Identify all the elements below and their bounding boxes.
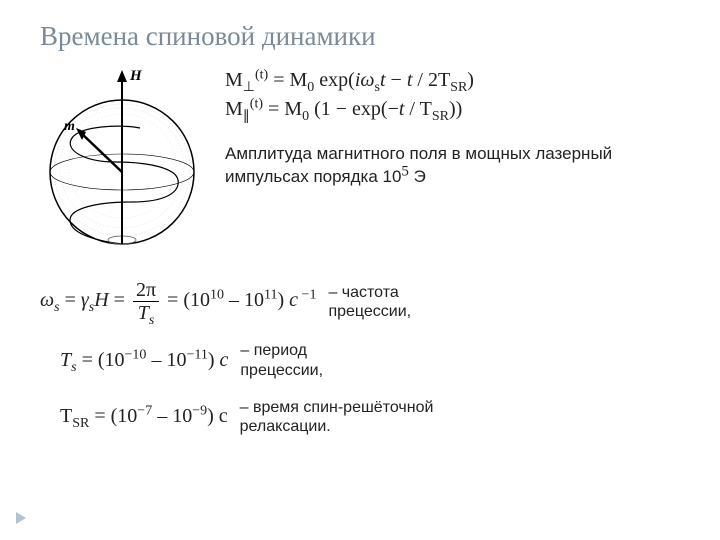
formula-tsr: TSR = (10−7 – 10−9) c (60, 405, 228, 428)
amp-line2b: Э (409, 167, 426, 186)
formula-omega: ωs = γsH = 2π Ts = (1010 – 1011) c −1 (40, 280, 316, 323)
rw-inv: −1 (302, 288, 317, 303)
eq1-m0sub: 0 (307, 80, 314, 95)
rw-mid: – 10 (224, 289, 264, 311)
amp-sup: 5 (401, 164, 409, 180)
upper-row: H m M⊥(t) = M0 exp(iωst − t / 2TSR) M∥(t… (40, 62, 690, 262)
Ts2-sub: s (71, 360, 76, 375)
eq2-sub: ∥ (243, 109, 250, 124)
rw-end: ) (277, 289, 289, 311)
row-ts: Ts = (10−10 – 10−11) c – период прецесси… (60, 341, 690, 379)
rts-start: (10 (98, 349, 125, 371)
row-tsr: TSR = (10−7 – 10−9) c – время спин-решёт… (60, 398, 690, 436)
omega-d1: – частота (328, 284, 398, 301)
eq1-m0: M (290, 69, 308, 91)
rw-c: c (289, 289, 298, 311)
slide-root: Времена спиновой динамики H (0, 0, 720, 540)
amplitude-text: Амплитуда магнитного поля в мощных лазер… (225, 143, 690, 189)
rw-a: 10 (210, 288, 224, 303)
equation-m-parallel: M∥(t) = M0 (1 − exp(−t / TSR)) (225, 98, 690, 121)
rtsr-a: −7 (137, 404, 152, 419)
amp-line2a: импульсах порядка 10 (225, 167, 401, 186)
Ts-sym: T (138, 302, 149, 324)
rtsr-mid: – 10 (152, 405, 192, 427)
rts-a: −10 (125, 347, 147, 362)
rts-b: −11 (186, 347, 207, 362)
rts-c: c (220, 349, 229, 371)
tsr-d1: – время спин-решёточной (240, 399, 434, 416)
rts-end: ) (208, 349, 220, 371)
equations-block: M⊥(t) = M0 exp(iωst − t / 2TSR) M∥(t) = … (225, 62, 690, 189)
TSR-sym: T (60, 405, 72, 427)
ts-d1: – период (240, 342, 307, 359)
ts-d2: прецессии, (240, 362, 323, 379)
eq2-m0: M (284, 98, 302, 120)
row-omega: ωs = γsH = 2π Ts = (1010 – 1011) c −1 – … (40, 280, 690, 323)
lower-block: ωs = γsH = 2π Ts = (1010 – 1011) c −1 – … (40, 280, 690, 436)
slide-title: Времена спиновой динамики (40, 20, 690, 52)
omega-sym: ω (40, 289, 54, 311)
formula-ts: Ts = (10−10 – 10−11) c (60, 349, 228, 372)
desc-tsr: – время спин-решёточной релаксации. (240, 398, 434, 436)
desc-ts: – период прецессии, (240, 341, 323, 379)
eq2-m0sub: 0 (302, 109, 309, 124)
m-vector-label: m (64, 119, 75, 134)
H-sym: H (94, 289, 108, 311)
eq1-sub: ⊥ (243, 80, 255, 95)
Ts2-sym: T (60, 349, 71, 371)
TSR-sub: SR (72, 416, 89, 431)
equation-m-perp: M⊥(t) = M0 exp(iωst − t / 2TSR) (225, 69, 690, 92)
rts-mid: – 10 (146, 349, 186, 371)
twopi: 2π (136, 279, 156, 301)
bloch-sphere-diagram: H m (40, 62, 205, 262)
amp-line1: Амплитуда магнитного поля в мощных лазер… (225, 144, 612, 163)
rtsr-b: −9 (192, 404, 207, 419)
omega-d2: прецессии, (328, 303, 411, 320)
rtsr-end: ) c (207, 405, 228, 427)
gamma-sym: γ (81, 289, 89, 311)
rw-b: 11 (264, 288, 277, 303)
tsr-d2: релаксации. (240, 418, 331, 435)
h-axis-label: H (129, 68, 143, 84)
eq1-sup: (t) (255, 68, 268, 83)
slide-bullet-icon (16, 512, 26, 524)
rtsr-start: (10 (111, 405, 138, 427)
rw-start: (10 (183, 289, 210, 311)
desc-omega: – частота прецессии, (328, 283, 411, 321)
eq2-sup: (t) (250, 97, 263, 112)
Ts-sub: s (149, 313, 154, 328)
